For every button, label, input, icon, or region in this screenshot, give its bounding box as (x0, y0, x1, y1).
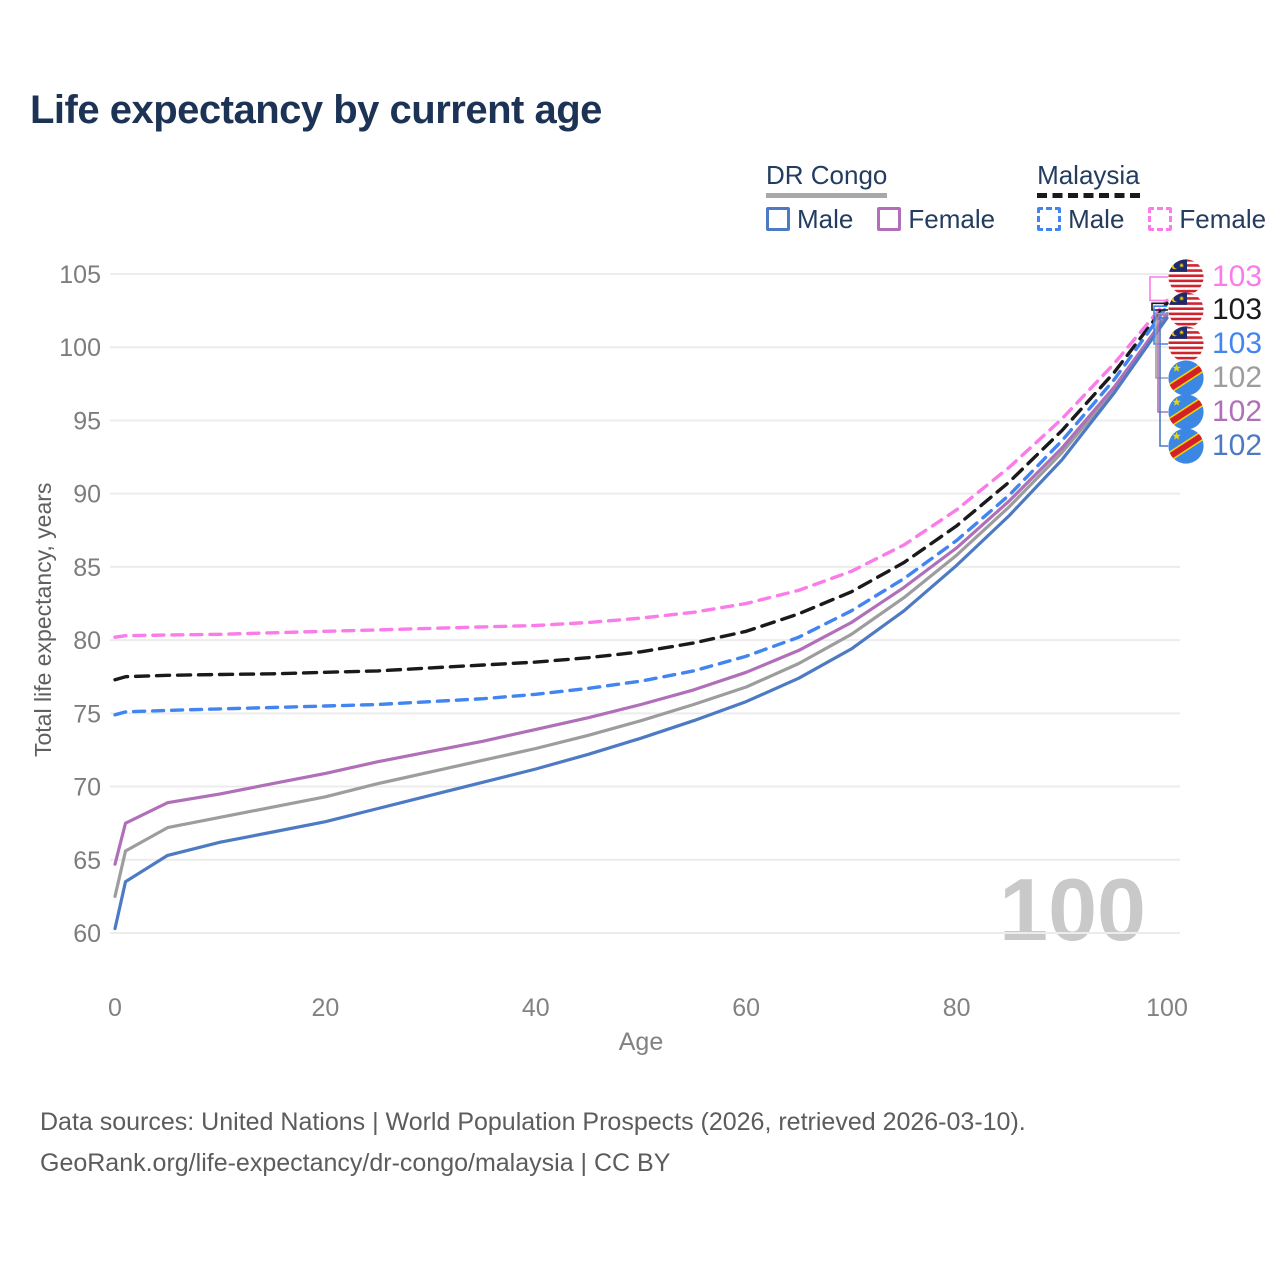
series-line-malaysia-all (113, 301, 1169, 682)
legend-label-drc-male: Male (797, 204, 854, 234)
legend-group-malaysia: Malaysia Male Female (1037, 160, 1266, 233)
series-line-drc-female (113, 313, 1169, 866)
legend-items-malaysia: Male Female (1037, 205, 1266, 233)
legend-group-dr-congo: DR Congo Male Female (766, 160, 995, 233)
y-tick-label-60: 60 (73, 920, 101, 948)
y-tick-label-100: 100 (59, 334, 101, 362)
legend-item-malaysia-male[interactable]: Male (1037, 205, 1124, 233)
drc-female-swatch-icon (877, 207, 902, 231)
page-title: Life expectancy by current age (30, 88, 602, 132)
x-tick-label-20: 20 (311, 994, 339, 1022)
x-tick-label-0: 0 (108, 994, 122, 1022)
legend-title-malaysia[interactable]: Malaysia (1037, 160, 1140, 198)
y-tick-label-70: 70 (73, 774, 101, 802)
y-tick-label-90: 90 (73, 481, 101, 509)
x-tick-label-40: 40 (522, 994, 550, 1022)
malaysia-female-swatch-icon (1148, 207, 1173, 231)
end-label-value-malaysia-all: 103 (1212, 293, 1263, 326)
y-tick-label-105: 105 (59, 261, 101, 289)
malaysia-flag-icon (1168, 259, 1204, 295)
legend-label-malaysia-female: Female (1179, 204, 1267, 234)
end-label-row-malaysia-male: 103 (1168, 326, 1262, 362)
footer: Data sources: United Nations | World Pop… (40, 1102, 1026, 1184)
end-label-leader-malaysia-female (1149, 276, 1168, 302)
end-label-value-drc-female: 102 (1212, 395, 1263, 428)
y-tick-label-65: 65 (73, 847, 101, 875)
end-label-value-malaysia-male: 103 (1212, 327, 1263, 360)
legend-title-dr-congo[interactable]: DR Congo (766, 160, 888, 198)
legend-item-drc-male[interactable]: Male (766, 205, 853, 233)
dr-congo-flag-icon (1168, 394, 1204, 430)
legend-item-malaysia-female[interactable]: Female (1148, 205, 1266, 233)
end-label-leader-drc-all (1155, 312, 1168, 379)
drc-male-swatch-icon (766, 207, 790, 231)
end-label-value-malaysia-female: 103 (1212, 260, 1263, 293)
series-line-drc-male (113, 316, 1169, 931)
end-label-leader-drc-male (1159, 317, 1168, 447)
end-label-row-malaysia-female: 103 (1168, 259, 1262, 295)
footer-url-line: GeoRank.org/life-expectancy/dr-congo/mal… (40, 1149, 671, 1177)
malaysia-flag-icon (1168, 292, 1204, 328)
malaysia-male-swatch-icon (1037, 207, 1062, 231)
footer-sources-line: Data sources: United Nations | World Pop… (40, 1108, 1026, 1136)
legend-label-malaysia-male: Male (1068, 204, 1125, 234)
end-label-value-drc-male: 102 (1212, 429, 1263, 462)
x-tick-label-100: 100 (1146, 994, 1188, 1022)
legend-items-dr-congo: Male Female (766, 205, 995, 233)
dr-congo-flag-icon (1168, 428, 1204, 464)
end-label-leader-malaysia-male (1153, 305, 1168, 345)
y-tick-label-80: 80 (73, 627, 101, 655)
end-label-leader-malaysia-all (1151, 302, 1168, 311)
x-tick-label-60: 60 (732, 994, 760, 1022)
x-tick-label-80: 80 (943, 994, 971, 1022)
end-label-row-drc-male: 102 (1168, 428, 1262, 464)
end-label-leader-drc-female (1157, 314, 1168, 413)
legend: DR Congo Male Female Malaysia Male (766, 160, 1266, 233)
dr-congo-flag-icon (1168, 360, 1204, 396)
age-frame-watermark: 100 (999, 860, 1146, 959)
end-label-row-drc-female: 102 (1168, 394, 1262, 430)
end-label-row-drc-all: 102 (1168, 360, 1262, 396)
series-line-malaysia-female (113, 298, 1169, 639)
legend-item-drc-female[interactable]: Female (877, 205, 995, 233)
x-axis-title: Age (618, 1028, 664, 1056)
end-label-value-drc-all: 102 (1212, 361, 1263, 394)
series-line-drc-all (113, 311, 1169, 899)
legend-label-drc-female: Female (908, 204, 996, 234)
y-tick-label-85: 85 (73, 554, 101, 582)
series-line-malaysia-male (113, 304, 1169, 717)
y-tick-label-75: 75 (73, 700, 101, 728)
end-label-row-malaysia-all: 103 (1168, 292, 1262, 328)
y-tick-label-95: 95 (73, 407, 101, 435)
malaysia-flag-icon (1168, 326, 1204, 362)
